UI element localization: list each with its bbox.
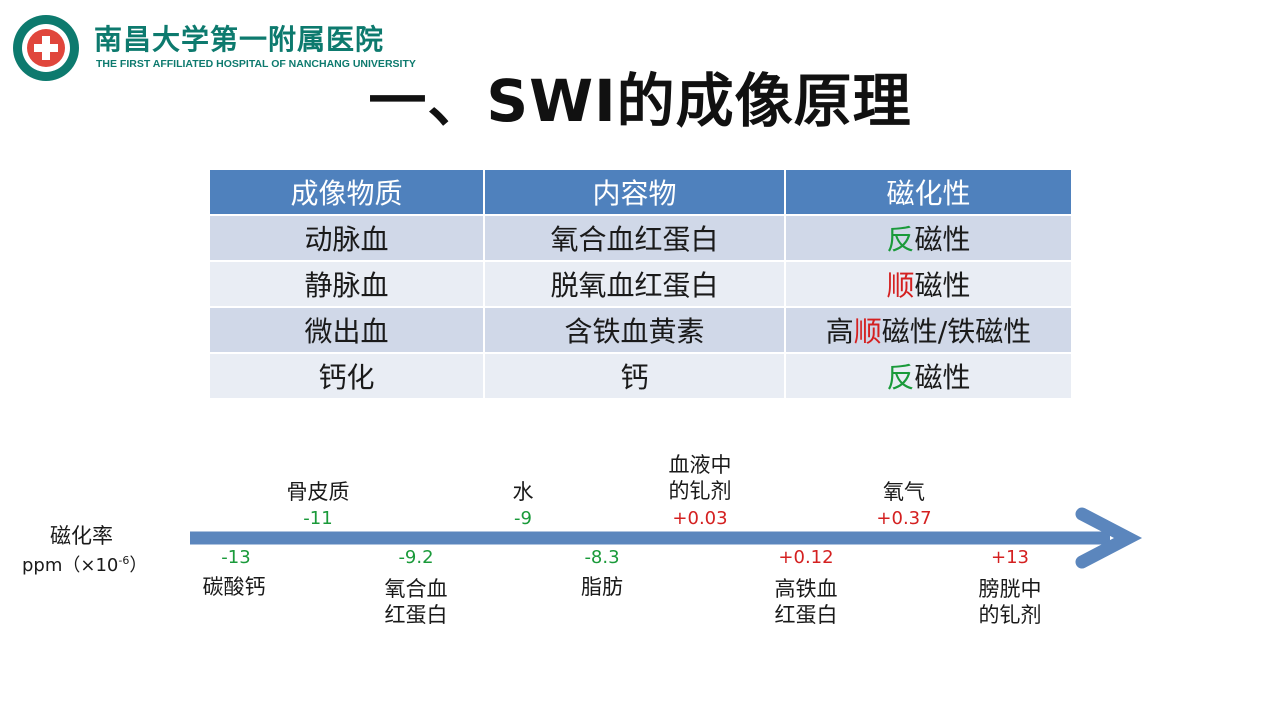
axis-name: 磁化率 bbox=[50, 524, 113, 548]
magnetism-suffix: 磁性 bbox=[914, 269, 971, 302]
cell-substance: 静脉血 bbox=[208, 260, 485, 308]
cell-content: 脱氧血红蛋白 bbox=[483, 260, 786, 308]
cell-substance: 动脉血 bbox=[208, 214, 485, 262]
scale-value-above: +0.37 bbox=[876, 508, 932, 529]
scale-label-above: 氧气 bbox=[883, 480, 925, 504]
cell-magnetism: 反磁性 bbox=[784, 214, 1073, 262]
hospital-seal-icon bbox=[13, 15, 79, 81]
table-row: 动脉血 氧合血红蛋白 反磁性 bbox=[208, 214, 1073, 262]
axis-unit-close: ） bbox=[129, 555, 148, 576]
scale-value-above: -9 bbox=[514, 508, 532, 529]
scale-label-below: 碳酸钙 bbox=[202, 575, 266, 599]
scale-value-below: -13 bbox=[221, 547, 251, 568]
magnetism-suffix: 磁性 bbox=[914, 223, 971, 256]
cell-magnetism: 顺磁性 bbox=[784, 260, 1073, 308]
table-row: 微出血 含铁血黄素 高顺磁性/铁磁性 bbox=[208, 306, 1073, 354]
cell-content: 氧合血红蛋白 bbox=[483, 214, 786, 262]
table-row: 钙化 钙 反磁性 bbox=[208, 352, 1073, 400]
scale-label-below: 膀胱中 的钆剂 bbox=[978, 577, 1042, 627]
header-magnetism: 磁化性 bbox=[784, 168, 1073, 216]
scale-value-above: +0.03 bbox=[672, 508, 728, 529]
magnetism-highlight: 顺 bbox=[886, 269, 915, 302]
magnetism-suffix: 磁性/铁磁性 bbox=[881, 315, 1032, 348]
header-substance: 成像物质 bbox=[208, 168, 485, 216]
magnetism-prefix: 高 bbox=[825, 315, 854, 348]
magnetism-highlight: 反 bbox=[886, 223, 915, 256]
scale-label-below: 氧合血 红蛋白 bbox=[384, 577, 448, 627]
magnetism-highlight: 反 bbox=[886, 361, 915, 394]
hospital-name-en: THE FIRST AFFILIATED HOSPITAL OF NANCHAN… bbox=[96, 58, 416, 70]
cell-substance: 钙化 bbox=[208, 352, 485, 400]
scale-value-above: -11 bbox=[303, 508, 333, 529]
table-header-row: 成像物质 内容物 磁化性 bbox=[208, 168, 1073, 216]
hospital-logo: 南昌大学第一附属医院 THE FIRST AFFILIATED HOSPITAL… bbox=[12, 14, 416, 81]
cell-magnetism: 反磁性 bbox=[784, 352, 1073, 400]
cell-magnetism: 高顺磁性/铁磁性 bbox=[784, 306, 1073, 354]
cell-content: 含铁血黄素 bbox=[483, 306, 786, 354]
hospital-name-cn: 南昌大学第一附属医院 bbox=[94, 23, 385, 56]
scale-value-below: -8.3 bbox=[584, 547, 620, 568]
scale-value-below: -9.2 bbox=[398, 547, 434, 568]
cell-content: 钙 bbox=[483, 352, 786, 400]
axis-unit-exponent: -6 bbox=[118, 554, 130, 567]
scale-label-below: 高铁血 红蛋白 bbox=[774, 577, 838, 627]
cell-substance: 微出血 bbox=[208, 306, 485, 354]
scale-label-above: 血液中 的钆剂 bbox=[668, 453, 732, 503]
scale-value-below: +13 bbox=[991, 547, 1029, 568]
scale-label-above: 水 bbox=[512, 480, 534, 504]
header-content: 内容物 bbox=[483, 168, 786, 216]
scale-label-above: 骨皮质 bbox=[286, 480, 350, 504]
axis-unit: ppm（×10-6） bbox=[22, 551, 147, 577]
scale-label-below: 脂肪 bbox=[581, 575, 623, 599]
magnetism-highlight: 顺 bbox=[853, 315, 882, 348]
table-row: 静脉血 脱氧血红蛋白 顺磁性 bbox=[208, 260, 1073, 308]
scale-value-below: +0.12 bbox=[778, 547, 834, 568]
magnetism-suffix: 磁性 bbox=[914, 361, 971, 394]
imaging-substance-table: 成像物质 内容物 磁化性 动脉血 氧合血红蛋白 反磁性 静脉血 脱氧血红蛋白 顺… bbox=[208, 168, 1073, 400]
axis-unit-main: ppm（×10 bbox=[22, 555, 119, 576]
slide-title: 一、SWI的成像原理 bbox=[368, 67, 912, 135]
